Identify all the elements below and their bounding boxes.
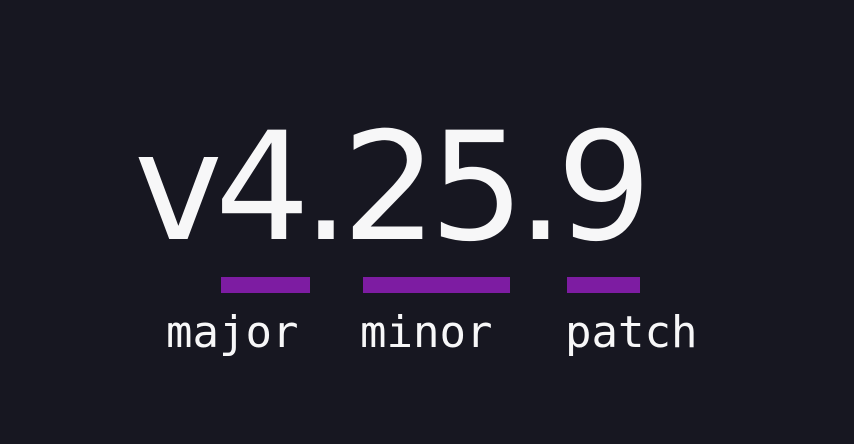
minor-underline <box>363 277 510 293</box>
version-text: v4.25.9 <box>134 101 652 275</box>
major-label: major <box>166 307 299 358</box>
patch-underline <box>567 277 640 293</box>
patch-label: patch <box>565 307 698 358</box>
major-underline <box>221 277 310 293</box>
minor-label: minor <box>360 307 493 358</box>
